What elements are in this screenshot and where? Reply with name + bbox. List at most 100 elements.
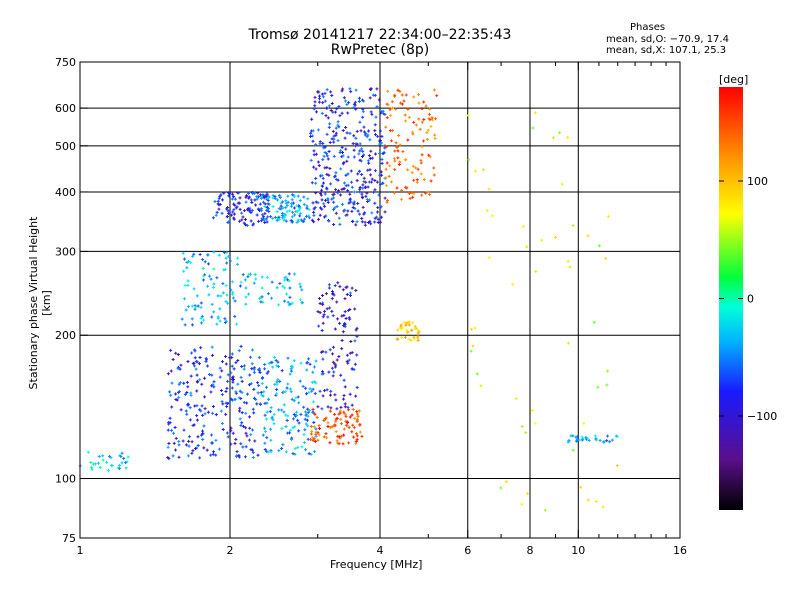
data-point <box>415 178 419 182</box>
data-point <box>342 397 346 401</box>
data-point <box>244 217 248 221</box>
data-point <box>193 404 197 408</box>
data-point <box>293 425 297 429</box>
data-point <box>200 404 204 408</box>
data-point <box>392 191 396 195</box>
data-point <box>380 173 384 177</box>
data-point <box>199 433 203 437</box>
data-point <box>174 448 178 452</box>
data-point <box>312 425 316 429</box>
data-point <box>394 107 398 111</box>
data-point <box>299 285 303 289</box>
data-point <box>335 416 339 420</box>
data-point <box>374 115 378 119</box>
data-point <box>349 339 353 343</box>
data-point <box>280 408 284 412</box>
data-point <box>183 283 187 287</box>
data-point <box>329 406 333 410</box>
data-point <box>124 466 128 470</box>
data-point <box>265 371 269 375</box>
data-point <box>292 399 296 403</box>
data-point <box>324 114 328 118</box>
data-point <box>253 439 257 443</box>
data-point <box>292 195 296 199</box>
data-point <box>352 190 356 194</box>
data-point <box>177 382 181 386</box>
data-point <box>198 456 202 460</box>
data-point <box>229 397 233 401</box>
data-point <box>199 346 203 350</box>
data-point <box>263 202 267 206</box>
data-point <box>230 386 234 390</box>
data-point <box>389 180 393 184</box>
data-point <box>220 421 224 425</box>
data-point <box>227 191 231 195</box>
data-point <box>343 208 347 212</box>
data-point <box>358 120 362 124</box>
data-point <box>606 369 610 373</box>
data-point <box>212 380 216 384</box>
data-point <box>420 153 424 157</box>
data-point <box>333 365 337 369</box>
data-point <box>201 267 205 271</box>
data-point <box>354 439 358 443</box>
data-point <box>350 367 354 371</box>
data-point <box>543 508 547 512</box>
data-point <box>381 181 385 185</box>
data-point <box>305 418 309 422</box>
data-point <box>364 180 368 184</box>
data-point <box>173 425 177 429</box>
data-point <box>409 338 413 342</box>
data-point <box>383 112 387 116</box>
data-point <box>290 193 294 197</box>
data-point <box>273 355 277 359</box>
data-point <box>286 194 290 198</box>
data-point <box>394 141 398 145</box>
data-point <box>363 223 367 227</box>
data-point <box>314 427 318 431</box>
data-point <box>263 448 267 452</box>
data-point <box>367 180 371 184</box>
data-point <box>299 218 303 222</box>
data-point <box>428 193 432 197</box>
data-point <box>342 96 346 100</box>
data-point <box>360 195 364 199</box>
data-point <box>193 307 197 311</box>
data-point <box>86 450 90 454</box>
data-point <box>266 397 270 401</box>
data-point <box>179 408 183 412</box>
data-point <box>384 176 388 180</box>
data-point <box>236 262 240 266</box>
data-point <box>365 135 369 139</box>
data-point <box>286 382 290 386</box>
data-point <box>168 416 172 420</box>
data-point <box>166 372 170 376</box>
data-point <box>172 431 176 435</box>
data-point <box>281 284 285 288</box>
data-point <box>334 126 338 130</box>
data-point <box>214 413 218 417</box>
data-point <box>331 314 335 318</box>
data-point <box>400 102 404 106</box>
data-point <box>169 348 173 352</box>
data-point <box>428 155 432 159</box>
data-point <box>190 317 194 321</box>
data-point <box>314 200 318 204</box>
data-point <box>379 205 383 209</box>
data-point <box>186 305 190 309</box>
data-point <box>344 99 348 103</box>
data-point <box>336 317 340 321</box>
data-point <box>280 426 284 430</box>
data-point <box>341 151 345 155</box>
data-point <box>255 197 259 201</box>
data-point <box>327 173 331 177</box>
data-point <box>218 202 222 206</box>
data-point <box>378 129 382 133</box>
data-point <box>355 419 359 423</box>
data-point <box>607 215 611 219</box>
data-point <box>317 164 321 168</box>
data-point <box>203 395 207 399</box>
data-point <box>109 456 113 460</box>
data-point <box>353 307 357 311</box>
data-point <box>318 389 322 393</box>
